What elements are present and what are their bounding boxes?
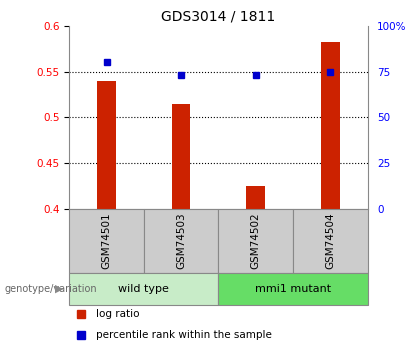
Title: GDS3014 / 1811: GDS3014 / 1811 — [161, 9, 276, 23]
Bar — [218, 209, 293, 273]
Bar — [69, 273, 218, 305]
Bar — [218, 273, 368, 305]
Bar — [247, 186, 265, 209]
Text: GSM74504: GSM74504 — [325, 212, 335, 269]
Text: GSM74502: GSM74502 — [251, 212, 261, 269]
Text: GSM74501: GSM74501 — [102, 212, 112, 269]
Bar — [293, 209, 368, 273]
Text: genotype/variation: genotype/variation — [4, 284, 97, 294]
Bar — [172, 104, 190, 209]
Text: percentile rank within the sample: percentile rank within the sample — [96, 330, 272, 340]
Bar — [69, 209, 144, 273]
Text: log ratio: log ratio — [96, 309, 139, 319]
Bar — [144, 209, 218, 273]
Bar — [97, 81, 116, 209]
Text: GSM74503: GSM74503 — [176, 212, 186, 269]
Text: ▶: ▶ — [55, 284, 63, 294]
Text: mmi1 mutant: mmi1 mutant — [255, 284, 331, 294]
Bar — [321, 42, 339, 209]
Text: wild type: wild type — [118, 284, 169, 294]
